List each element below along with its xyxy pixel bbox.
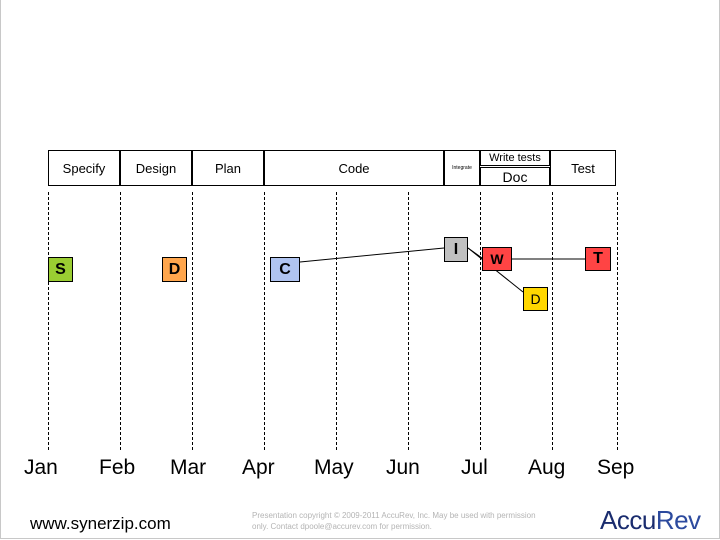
- phase-plan-label: Plan: [214, 160, 242, 176]
- footer-url: www.synerzip.com: [30, 514, 171, 533]
- phase-specify-label: Specify: [62, 160, 106, 176]
- phase-code-label: Code: [338, 160, 370, 176]
- phase-integrate-label: Integrate: [452, 165, 472, 171]
- accurev-logo: AccuRev: [600, 505, 701, 536]
- month-label-apr: Apr: [242, 456, 275, 479]
- phase-test: Test: [550, 150, 616, 186]
- phase-write-tests: Write tests: [480, 150, 550, 166]
- milestone-d2: D: [523, 287, 548, 311]
- milestone-i-label: I: [453, 240, 459, 258]
- month-guide-line: [617, 192, 618, 450]
- phase-write-tests-label: Write tests: [489, 152, 541, 164]
- logo-text-accent: Rev: [655, 505, 701, 535]
- phase-specify: Specify: [48, 150, 120, 186]
- month-label-jul: Jul: [461, 456, 488, 479]
- milestone-s: S: [48, 257, 73, 282]
- phase-test-label: Test: [571, 160, 595, 176]
- milestone-d: D: [162, 257, 187, 282]
- phase-code: Code: [264, 150, 444, 186]
- milestone-d2-label: D: [530, 291, 541, 307]
- month-guide-line: [552, 192, 553, 450]
- milestone-d-label: D: [168, 260, 181, 278]
- footer-copyright: Presentation copyright © 2009-2011 AccuR…: [252, 511, 536, 531]
- month-label-aug: Aug: [528, 456, 566, 479]
- milestone-c-label: C: [279, 260, 291, 278]
- milestone-i: I: [444, 237, 468, 262]
- month-label-mar: Mar: [170, 456, 207, 479]
- month-guide-line: [336, 192, 337, 450]
- month-label-may: May: [314, 456, 354, 479]
- milestone-w-label: W: [490, 251, 504, 267]
- month-label-feb: Feb: [99, 456, 136, 479]
- month-guide-line: [120, 192, 121, 450]
- month-guide-line: [408, 192, 409, 450]
- month-guide-line: [192, 192, 193, 450]
- month-guide-line: [48, 192, 49, 450]
- milestone-s-label: S: [55, 260, 66, 278]
- phase-design-label: Design: [135, 160, 177, 176]
- month-guide-line: [264, 192, 265, 450]
- milestone-t-label: T: [593, 250, 603, 267]
- phase-integrate: Integrate: [444, 150, 480, 186]
- milestone-t: T: [585, 247, 611, 271]
- milestone-c: C: [270, 257, 300, 282]
- month-label-sep: Sep: [597, 456, 635, 479]
- phase-doc: Doc: [480, 167, 550, 186]
- connector-c-to-i: [299, 247, 445, 263]
- milestone-w: W: [482, 247, 512, 271]
- logo-text-main: Accu: [600, 505, 656, 535]
- phase-design: Design: [120, 150, 192, 186]
- month-label-jun: Jun: [386, 456, 420, 479]
- phase-plan: Plan: [192, 150, 264, 186]
- phase-doc-label: Doc: [502, 168, 528, 185]
- month-label-jan: Jan: [24, 456, 58, 479]
- month-guide-line: [480, 192, 481, 450]
